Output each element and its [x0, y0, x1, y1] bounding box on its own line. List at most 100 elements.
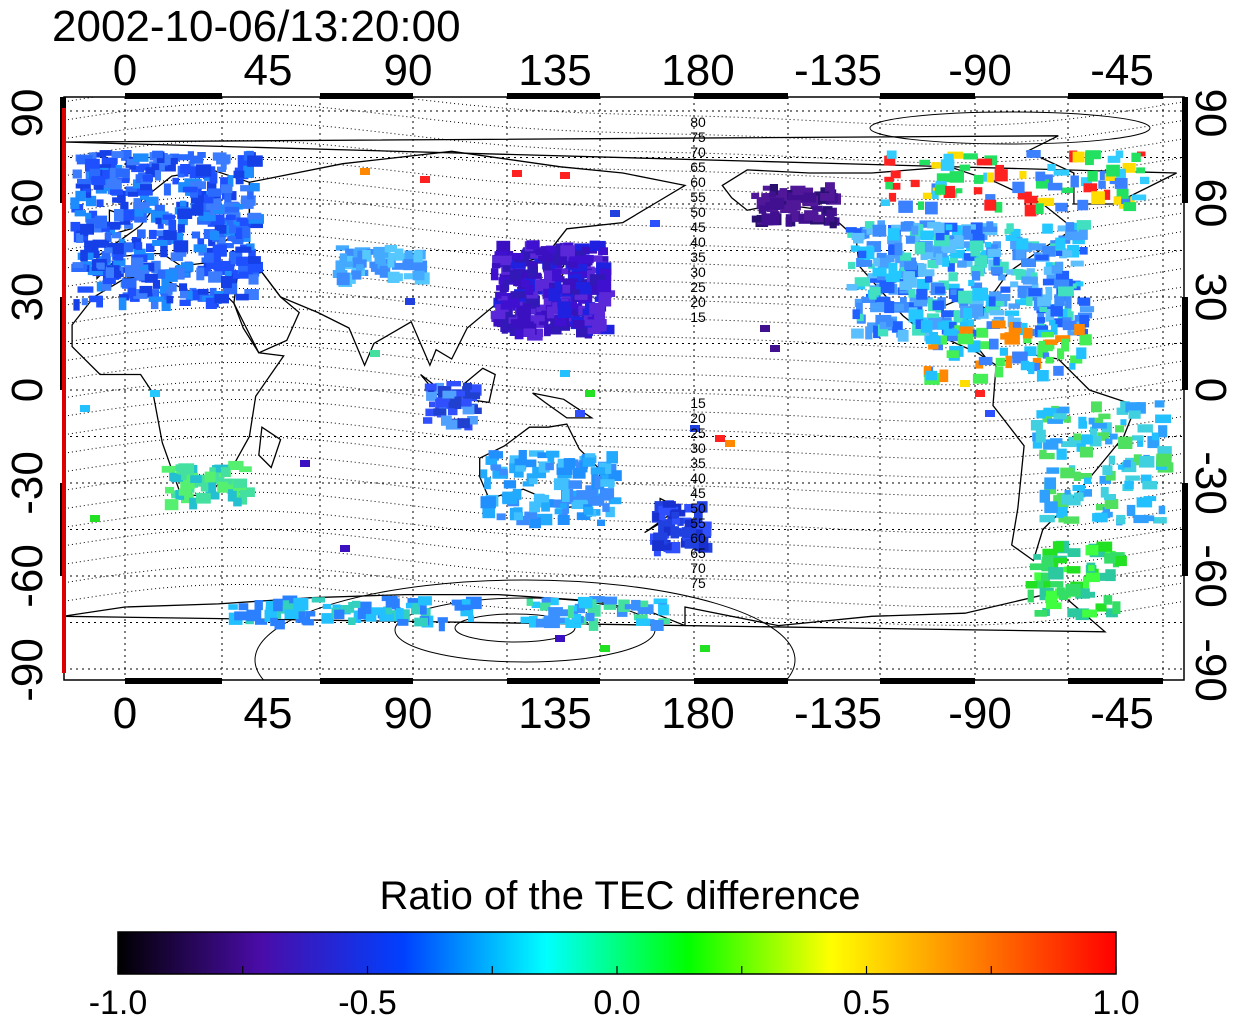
tec-data-cell	[348, 602, 355, 613]
tec-data-cell	[925, 269, 935, 277]
tec-data-cell	[1098, 180, 1106, 189]
tec-data-cell	[978, 356, 993, 366]
tec-data-cell	[920, 320, 933, 333]
tec-data-cell	[106, 243, 114, 251]
tec-data-cell	[1044, 501, 1058, 514]
tec-data-cell	[531, 601, 541, 608]
top-axis-bar	[1068, 93, 1163, 99]
tec-data-cell	[72, 169, 82, 179]
tec-data-cell	[1036, 572, 1050, 584]
tec-data-cell	[200, 483, 213, 492]
tec-data-cell	[572, 468, 586, 479]
tec-data-cell	[227, 175, 234, 187]
tec-data-cell	[73, 299, 80, 311]
tec-data-cell	[1131, 435, 1144, 441]
tec-data-cell	[126, 158, 140, 166]
magnetic-latitude-contour	[64, 417, 1184, 460]
tec-data-cell	[1062, 320, 1077, 331]
tec-data-cell	[567, 606, 574, 619]
tec-data-cell	[900, 252, 912, 261]
tec-data-cell	[177, 224, 185, 233]
tec-data-cell	[1158, 505, 1166, 515]
contour-labels: 8075706560555045403530252015152025303540…	[690, 114, 706, 591]
tec-data-cell	[339, 253, 348, 266]
colorbar-tick-labels: -1.0 -0.5 0.0 0.5 1.0	[89, 984, 1140, 1022]
tec-data-cell	[928, 344, 939, 350]
tec-data-cell	[86, 218, 94, 225]
tec-data-cell	[208, 481, 217, 493]
tec-data-cell	[1067, 245, 1079, 258]
tec-data-cell	[1053, 557, 1068, 564]
tec-data-cell	[1037, 345, 1049, 358]
tec-data-cell	[932, 190, 939, 199]
tec-data-cell	[496, 285, 504, 291]
tec-data-cell	[845, 227, 857, 233]
tec-data-cell	[539, 317, 549, 326]
tec-data-cell	[570, 289, 580, 295]
tec-data-cell	[151, 260, 161, 274]
tec-data-cell	[195, 474, 212, 487]
tec-data-cell	[1010, 281, 1019, 288]
tec-data-cell	[228, 460, 244, 470]
tec-data-cell	[916, 278, 930, 291]
tec-data-cell	[1066, 566, 1081, 574]
tec-data-cell	[945, 224, 953, 231]
tec-data-cell	[603, 596, 618, 605]
tec-data-cell	[1103, 189, 1111, 200]
tec-data-cell	[1083, 477, 1092, 484]
tec-data-cell	[503, 480, 517, 489]
tec-data-cell	[962, 225, 971, 237]
tec-data-cell	[225, 214, 236, 220]
tec-data-cell	[544, 325, 551, 337]
tec-data-cell	[650, 220, 660, 227]
tec-data-cell	[192, 191, 207, 203]
tec-data-cell	[131, 257, 144, 267]
tec-data-cell	[89, 168, 101, 179]
tec-data-cell	[1035, 179, 1050, 189]
tec-data-cell	[1081, 489, 1092, 497]
tec-data-cell	[884, 155, 896, 166]
tec-data-cell	[467, 384, 482, 396]
tec-data-cell	[1098, 413, 1111, 420]
left-latitude-label: 90	[3, 89, 52, 138]
tec-data-cell	[448, 401, 458, 415]
tec-data-cell	[1115, 150, 1124, 158]
tec-data-cell	[552, 268, 562, 282]
tec-data-cell	[80, 249, 88, 262]
tec-data-cell	[88, 210, 98, 219]
tec-data-cell	[528, 478, 538, 485]
tec-data-cell	[769, 191, 776, 198]
tec-data-cell	[1140, 474, 1152, 484]
tec-data-cell	[127, 191, 139, 197]
tec-data-cell	[908, 309, 924, 323]
tec-data-cell	[108, 179, 122, 189]
tec-data-cell	[869, 286, 881, 296]
tec-data-cell	[984, 199, 997, 211]
tec-data-cell	[220, 177, 228, 189]
tec-data-cell	[1076, 347, 1087, 360]
tec-data-cell	[1096, 541, 1113, 552]
tec-data-cell	[1025, 581, 1038, 589]
tec-data-cell	[1148, 515, 1155, 522]
tec-data-cell	[1153, 517, 1167, 524]
tec-data-cell	[1055, 250, 1063, 256]
tec-data-cell	[1046, 590, 1060, 599]
tec-data-cell	[1128, 410, 1141, 419]
tec-data-cell	[462, 405, 475, 415]
tec-data-cell	[608, 497, 622, 505]
tec-data-cell	[1082, 609, 1098, 618]
tec-data-cell	[1005, 235, 1017, 241]
tec-data-cell	[1067, 548, 1081, 557]
tec-data-cell	[542, 252, 553, 262]
tec-data-cell	[935, 253, 943, 266]
tec-data-cell	[696, 524, 712, 536]
tec-data-cell	[962, 319, 975, 328]
tec-data-cell	[1045, 262, 1053, 269]
tec-data-cell	[853, 236, 864, 244]
tec-data-cell	[804, 210, 819, 221]
tec-data-cell	[1095, 504, 1105, 511]
right-latitude-label: 60	[1186, 179, 1235, 228]
tec-data-cell	[98, 172, 108, 180]
tec-data-cell	[302, 619, 314, 626]
tec-data-cell	[865, 326, 873, 340]
